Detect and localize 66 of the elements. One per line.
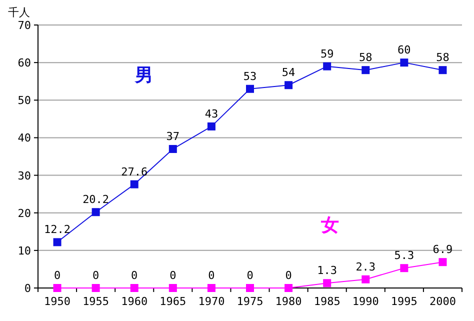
data-label: 58	[359, 51, 372, 64]
y-tick-label: 30	[18, 169, 31, 182]
point	[207, 284, 216, 292]
y-tick-label: 20	[18, 206, 31, 220]
y-tick-label: 0	[24, 282, 31, 295]
data-label: 0	[285, 269, 292, 282]
point	[362, 275, 370, 284]
y-tick-label: 40	[18, 132, 31, 145]
data-label: 12.2	[44, 223, 71, 236]
text: 女	[320, 215, 340, 236]
x-tick-label: 1990	[352, 295, 379, 308]
data-label: 59	[320, 47, 334, 60]
point	[92, 208, 100, 216]
data-label: 0	[208, 269, 215, 282]
data-label: 43	[204, 107, 218, 120]
x-tick-label: 1950	[44, 295, 71, 308]
point	[284, 284, 293, 292]
data-label: 0	[54, 269, 61, 282]
point	[53, 238, 62, 246]
x-tick-label: 1985	[314, 295, 340, 308]
data-label: 6.9	[432, 243, 453, 256]
data-label: 37	[166, 130, 180, 143]
point	[284, 81, 293, 90]
x-tick-label: 1960	[121, 295, 148, 308]
text: 男	[134, 64, 153, 85]
x-tick-label: 1970	[198, 295, 225, 308]
point	[400, 264, 408, 272]
point	[168, 284, 177, 292]
x-tick-label: 1980	[275, 295, 302, 308]
x-tick-label: 1955	[82, 295, 110, 308]
point	[130, 284, 138, 292]
data-label: 2.3	[356, 260, 376, 274]
x-tick-label: 2000	[429, 295, 456, 308]
point	[438, 258, 447, 266]
y-tick-label: 50	[18, 94, 31, 108]
point	[438, 66, 447, 74]
x-tick-label: 1975	[236, 295, 264, 308]
y-axis-title: 千人	[8, 6, 30, 19]
data-label: 60	[398, 44, 411, 57]
data-label: 0	[170, 269, 176, 282]
point	[53, 284, 62, 292]
point	[246, 284, 254, 292]
x-tick-label: 1965	[160, 295, 186, 308]
point	[323, 62, 332, 70]
point	[207, 122, 216, 130]
data-label: 0	[131, 269, 138, 282]
data-label: 5.3	[394, 249, 414, 262]
data-label: 0	[92, 269, 100, 282]
data-label: 0	[246, 269, 254, 282]
point	[246, 84, 254, 93]
data-label: 27.6	[121, 165, 148, 178]
y-tick-label: 60	[18, 56, 31, 70]
x-tick-label: 1995	[390, 295, 418, 308]
y-tick-label: 70	[18, 19, 31, 32]
point	[323, 279, 332, 288]
y-tick-label: 10	[18, 244, 31, 258]
point	[168, 144, 177, 153]
data-label: 53	[243, 70, 257, 83]
point	[400, 58, 408, 67]
data-label: 58	[436, 51, 450, 64]
point	[92, 284, 100, 292]
point	[362, 66, 370, 74]
data-label: 1.3	[317, 264, 338, 278]
point	[130, 180, 138, 188]
data-label: 54	[282, 66, 296, 80]
data-label: 20.2	[82, 193, 110, 206]
